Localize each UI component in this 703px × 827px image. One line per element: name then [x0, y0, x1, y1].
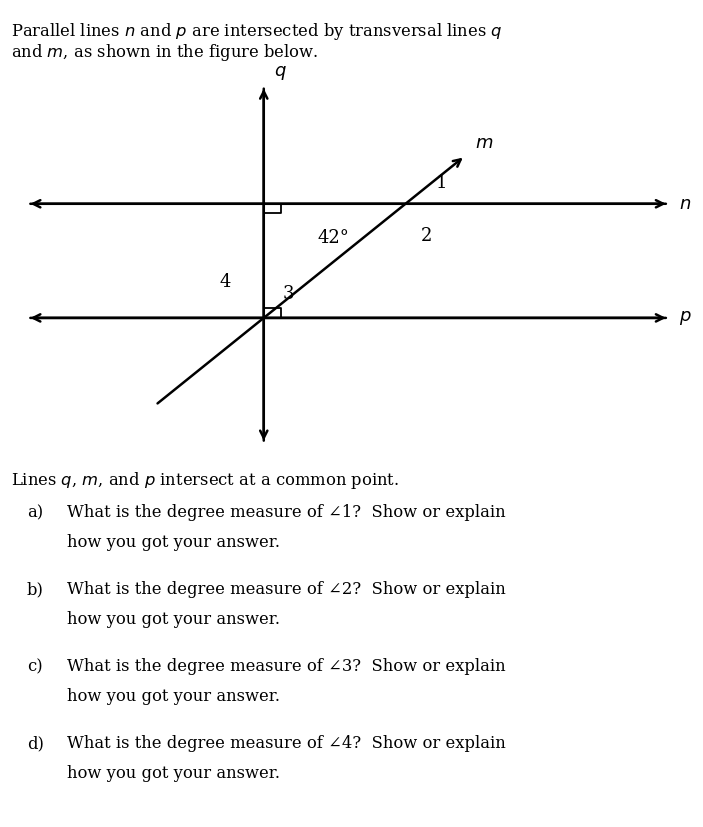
- Text: how you got your answer.: how you got your answer.: [67, 688, 280, 705]
- Text: $n$: $n$: [679, 195, 691, 213]
- Text: c): c): [27, 658, 42, 676]
- Text: $p$: $p$: [679, 309, 692, 327]
- Text: $m$: $m$: [475, 134, 494, 152]
- Text: What is the degree measure of ∠1?  Show or explain: What is the degree measure of ∠1? Show o…: [67, 504, 505, 522]
- Text: 42°: 42°: [318, 228, 349, 246]
- Text: d): d): [27, 735, 44, 753]
- Text: 3: 3: [283, 284, 294, 303]
- Text: b): b): [27, 581, 44, 599]
- Text: how you got your answer.: how you got your answer.: [67, 611, 280, 629]
- Text: how you got your answer.: how you got your answer.: [67, 765, 280, 782]
- Text: Parallel lines $n$ and $p$ are intersected by transversal lines $q$: Parallel lines $n$ and $p$ are intersect…: [11, 21, 502, 41]
- Text: What is the degree measure of ∠4?  Show or explain: What is the degree measure of ∠4? Show o…: [67, 735, 505, 753]
- Text: 1: 1: [436, 174, 447, 193]
- Text: 4: 4: [220, 273, 231, 291]
- Text: $q$: $q$: [274, 64, 287, 82]
- Text: Lines $q$, $m$, and $p$ intersect at a common point.: Lines $q$, $m$, and $p$ intersect at a c…: [11, 470, 399, 490]
- Text: a): a): [27, 504, 43, 522]
- Text: how you got your answer.: how you got your answer.: [67, 534, 280, 552]
- Text: What is the degree measure of ∠3?  Show or explain: What is the degree measure of ∠3? Show o…: [67, 658, 505, 676]
- Text: 2: 2: [420, 227, 432, 245]
- Text: and $m$, as shown in the figure below.: and $m$, as shown in the figure below.: [11, 42, 318, 63]
- Text: What is the degree measure of ∠2?  Show or explain: What is the degree measure of ∠2? Show o…: [67, 581, 505, 599]
